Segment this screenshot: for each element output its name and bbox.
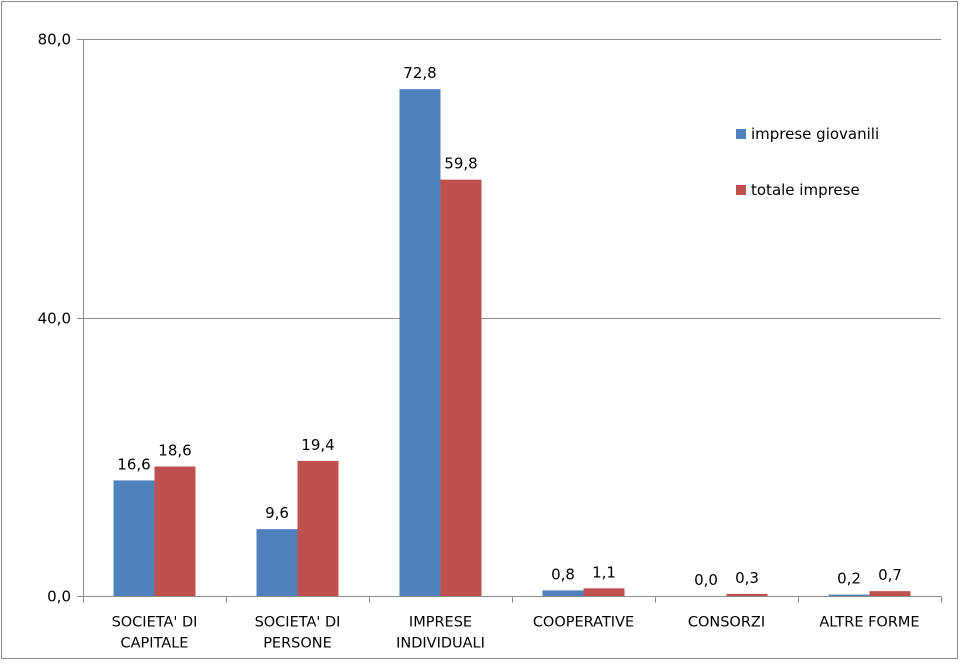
gridlines: [83, 39, 941, 319]
axes: 0,0 40,0 80,0 SOCIETA' DI CAPITALE SOCIETA' D…: [38, 31, 942, 652]
data-label: 0,2: [837, 570, 861, 588]
category-label: INDIVIDUALI: [396, 636, 485, 652]
category-label: COOPERATIVE: [533, 615, 634, 631]
category-label: CONSORZI: [688, 615, 765, 631]
bar: [154, 466, 196, 597]
labels: 16,6 18,6 9,6 19,4 72,8 59,8 0,8 1,1 0,0 0,3 0,2 0,…: [117, 64, 902, 589]
category-label: SOCIETA' DI: [255, 615, 341, 631]
legend-swatch: [736, 129, 746, 139]
category-label: PERSONE: [263, 636, 332, 652]
data-label: 9,6: [265, 504, 289, 522]
y-tick-label: 0,0: [47, 588, 71, 606]
category-label: ALTRE FORME: [819, 615, 919, 631]
bars: [113, 89, 911, 597]
bar: [542, 590, 584, 597]
bar: [399, 89, 441, 597]
bar: [726, 593, 768, 597]
legend: imprese giovanili totale imprese: [736, 125, 879, 199]
bar: [828, 594, 870, 597]
category-label: SOCIETA' DI: [112, 615, 198, 631]
bar: [583, 588, 625, 597]
legend-swatch: [736, 185, 746, 195]
legend-label: imprese giovanili: [751, 125, 879, 143]
bar: [869, 591, 911, 597]
data-label: 0,8: [551, 565, 575, 583]
data-label: 0,7: [878, 566, 902, 584]
bar: [440, 179, 482, 597]
data-label: 1,1: [592, 563, 616, 581]
bar: [297, 460, 339, 597]
data-label: 18,6: [158, 441, 191, 459]
bar: [113, 480, 155, 597]
data-label: 16,6: [117, 455, 150, 473]
y-tick-label: 40,0: [38, 310, 71, 328]
data-label: 72,8: [403, 64, 436, 82]
y-tick-label: 80,0: [38, 31, 71, 49]
data-label: 0,3: [735, 569, 759, 587]
data-label: 0,0: [694, 571, 718, 589]
legend-label: totale imprese: [751, 181, 860, 199]
data-label: 59,8: [444, 155, 477, 173]
data-label: 19,4: [301, 436, 334, 454]
category-label: CAPITALE: [121, 636, 189, 652]
category-label: IMPRESE: [409, 615, 472, 631]
bar: [256, 529, 298, 597]
